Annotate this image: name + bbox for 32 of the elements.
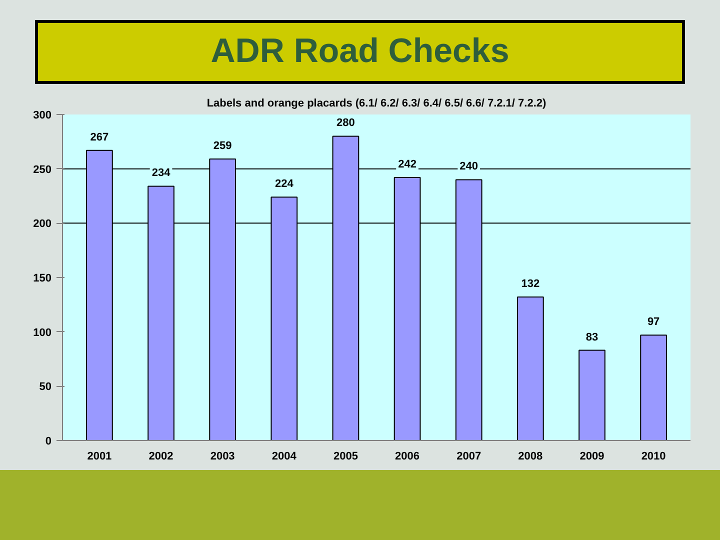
data-label: 240 xyxy=(460,160,478,173)
y-tick-label: 50 xyxy=(39,381,52,394)
y-tick-label: 300 xyxy=(33,110,52,122)
y-tick-label: 250 xyxy=(33,164,52,176)
data-label: 259 xyxy=(213,140,232,152)
data-label: 132 xyxy=(521,278,540,290)
y-tick-label: 100 xyxy=(33,326,52,339)
chart-title: ADR Road Checks xyxy=(35,20,685,84)
y-tick-label: 200 xyxy=(33,218,52,230)
data-label: 234 xyxy=(152,167,172,180)
x-tick-label: 2005 xyxy=(333,450,358,462)
bar xyxy=(640,334,667,440)
x-tick-label: 2003 xyxy=(210,450,235,462)
bar xyxy=(578,350,606,440)
data-label: 267 xyxy=(90,131,109,144)
x-tick-label: 2008 xyxy=(518,450,543,462)
data-label: 224 xyxy=(274,178,294,190)
y-tick-label: 0 xyxy=(45,436,52,448)
x-tick-label: 2002 xyxy=(148,450,174,462)
x-tick-label: 2004 xyxy=(272,450,298,462)
x-tick-label: 2010 xyxy=(641,450,666,462)
data-label: 83 xyxy=(586,331,598,344)
x-tick-label: 2006 xyxy=(395,450,420,462)
x-tick-label: 2009 xyxy=(580,450,604,462)
data-label: 97 xyxy=(647,316,660,328)
chart-subtitle: Labels and orange placards (6.1/ 6.2/ 6.3/ 6.4/ 6.5/ 6.6/ 7.2.1/ 7.2.2) xyxy=(206,98,547,110)
x-tick-label: 2007 xyxy=(456,450,482,462)
bar xyxy=(516,296,544,440)
data-label: 280 xyxy=(336,117,355,130)
data-label: 242 xyxy=(398,158,416,171)
y-tick-label: 150 xyxy=(33,272,52,284)
x-tick-label: 2001 xyxy=(87,450,112,462)
